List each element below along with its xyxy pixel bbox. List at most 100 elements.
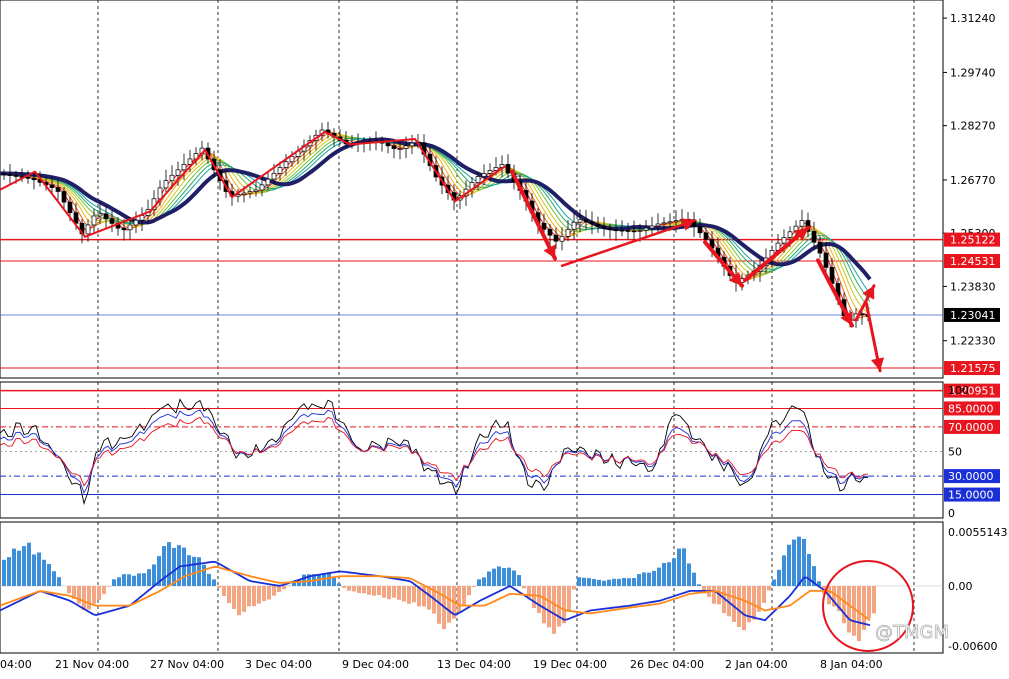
macd-bar <box>752 586 756 620</box>
macd-bar <box>242 586 246 612</box>
macd-bar <box>347 586 351 591</box>
candle-body <box>14 175 18 176</box>
time-label: 21 Nov 04:00 <box>55 658 129 671</box>
macd-bar <box>32 554 36 586</box>
macd-bar <box>412 586 416 602</box>
macd-bar <box>102 586 106 594</box>
macd-bar <box>12 549 16 586</box>
candle-body <box>668 222 672 223</box>
macd-bar <box>767 586 771 590</box>
candle-body <box>596 224 600 226</box>
macd-bar <box>382 586 386 598</box>
candle-body <box>644 228 648 230</box>
macd-bar <box>207 574 211 586</box>
macd-bar <box>357 586 361 593</box>
candle-body <box>170 175 174 180</box>
candle-body <box>650 226 654 228</box>
macd-bar <box>607 580 611 586</box>
candle-body <box>656 224 660 226</box>
macd-bar <box>687 563 691 586</box>
candle-body <box>92 216 96 225</box>
candle-body <box>674 221 678 222</box>
candle-body <box>50 185 54 188</box>
time-label: 2 Jan 04:00 <box>725 658 788 671</box>
candle-body <box>632 231 636 232</box>
macd-bar <box>342 586 346 588</box>
macd-bar <box>397 586 401 600</box>
candle-body <box>26 177 30 178</box>
price-tick-label: 1.22330 <box>950 335 996 348</box>
macd-bar <box>457 586 461 612</box>
candle-body <box>68 202 72 213</box>
candle-body <box>506 164 510 173</box>
macd-bar <box>22 546 26 586</box>
macd-bar <box>257 586 261 604</box>
macd-bar <box>42 560 46 586</box>
candle-body <box>392 146 396 149</box>
macd-bar <box>797 537 801 586</box>
candle-body <box>560 236 564 241</box>
macd-bar <box>47 564 51 586</box>
macd-bar <box>87 586 91 609</box>
macd-bar <box>122 574 126 586</box>
time-label: 04:00 <box>0 658 32 671</box>
macd-bar <box>17 551 21 586</box>
candle-body <box>164 181 168 188</box>
macd-bar <box>477 579 481 586</box>
macd-bar <box>282 586 286 589</box>
candle-body <box>8 175 12 176</box>
macd-bar <box>267 586 271 599</box>
candle-body <box>800 221 804 227</box>
stoch-level-label: 70.0000 <box>948 421 994 434</box>
candle-body <box>56 188 60 192</box>
macd-bar <box>657 568 661 586</box>
macd-bar <box>97 586 101 600</box>
macd-bar <box>697 584 701 586</box>
candle-body <box>476 177 480 183</box>
candle-body <box>572 222 576 229</box>
macd-bar <box>662 563 666 586</box>
candle-body <box>278 168 282 174</box>
candle-body <box>548 229 552 235</box>
macd-bar <box>187 555 191 586</box>
macd-bar <box>772 579 776 586</box>
candle-body <box>254 190 258 192</box>
time-label: 19 Dec 04:00 <box>533 658 607 671</box>
price-level-label: 1.23041 <box>950 309 996 322</box>
stoch-level-label: 30.0000 <box>948 470 994 483</box>
macd-bar <box>407 586 411 604</box>
macd-bar <box>642 572 646 586</box>
macd-bar <box>552 586 556 634</box>
macd-bar <box>337 583 341 586</box>
candle-body <box>62 191 66 202</box>
macd-bar <box>532 586 536 608</box>
macd-bar <box>507 568 511 586</box>
macd-bar <box>592 579 596 586</box>
price-tick-label: 1.23830 <box>950 280 996 293</box>
macd-bar <box>627 578 631 586</box>
candle-body <box>182 164 186 169</box>
candle-body <box>134 220 138 225</box>
candle-body <box>272 173 276 179</box>
macd-bar <box>672 558 676 586</box>
macd-bar <box>602 581 606 586</box>
macd-bar <box>487 571 491 586</box>
candle-body <box>32 178 36 179</box>
stoch-tick-label: 0 <box>948 507 955 520</box>
macd-bar <box>712 586 716 604</box>
candle-body <box>608 228 612 229</box>
macd-bar <box>622 578 626 586</box>
candle-body <box>812 231 816 242</box>
macd-bar <box>152 564 156 586</box>
macd-tick-label: 0.0055143 <box>948 526 1008 539</box>
grid-layer <box>0 0 943 653</box>
candle-body <box>662 223 666 224</box>
macd-bar <box>222 586 226 596</box>
macd-bar <box>227 586 231 603</box>
macd-bar <box>497 566 501 586</box>
macd-bar <box>612 579 616 586</box>
macd-bar <box>332 578 336 586</box>
macd-bar <box>617 579 621 586</box>
macd-bar <box>27 543 31 586</box>
